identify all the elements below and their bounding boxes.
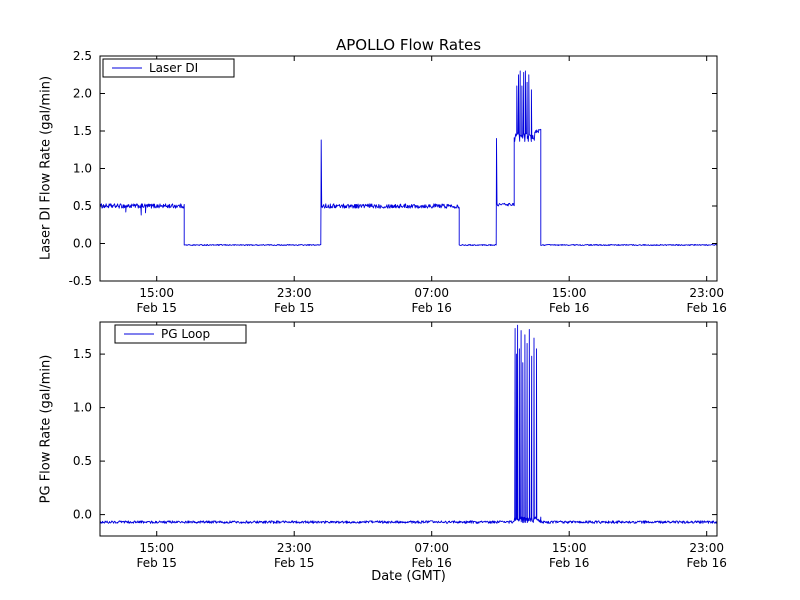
y-tick-label: 2.5: [73, 49, 92, 63]
y-tick-label: 0.5: [73, 199, 92, 213]
series-line-0: [99, 70, 718, 246]
x-tick-time-label: 23:00: [689, 286, 724, 300]
x-tick-time-label: 15:00: [552, 541, 587, 555]
figure-title: APOLLO Flow Rates: [335, 36, 482, 54]
legend-label: PG Loop: [161, 327, 210, 341]
x-tick-time-label: 23:00: [277, 541, 312, 555]
y-tick-label: 1.5: [73, 347, 92, 361]
x-tick-date-label: Feb 15: [137, 556, 177, 570]
x-tick-date-label: Feb 16: [549, 301, 589, 315]
x-tick-time-label: 15:00: [139, 286, 174, 300]
x-tick-time-label: 07:00: [414, 541, 449, 555]
y-tick-label: 0.5: [73, 454, 92, 468]
legend-box: [114, 324, 247, 344]
y-tick-label: -0.5: [69, 274, 92, 288]
x-tick-time-label: 23:00: [689, 541, 724, 555]
x-tick-time-label: 15:00: [552, 286, 587, 300]
x-tick-date-label: Feb 16: [412, 301, 452, 315]
x-tick-date-label: Feb 15: [274, 556, 314, 570]
x-tick-time-label: 15:00: [139, 541, 174, 555]
x-tick-date-label: Feb 15: [137, 301, 177, 315]
x-axis-label: Date (GMT): [371, 569, 446, 584]
y-tick-label: 0.0: [73, 508, 92, 522]
x-tick-date-label: Feb 16: [549, 556, 589, 570]
y-tick-label: 2.0: [73, 87, 92, 101]
y-tick-label: 0.0: [73, 237, 92, 251]
x-tick-time-label: 23:00: [277, 286, 312, 300]
x-tick-date-label: Feb 16: [687, 301, 727, 315]
x-tick-date-label: Feb 15: [274, 301, 314, 315]
x-tick-date-label: Feb 16: [412, 556, 452, 570]
y-tick-label: 1.0: [73, 162, 92, 176]
x-tick-date-label: Feb 16: [687, 556, 727, 570]
series-line-1: [99, 324, 718, 524]
legend-label: Laser DI: [149, 61, 198, 75]
x-tick-time-label: 07:00: [414, 286, 449, 300]
y-tick-label: 1.0: [73, 401, 92, 415]
y-tick-label: 1.5: [73, 124, 92, 138]
legend-box: [102, 58, 235, 78]
axes-frame: [99, 321, 718, 537]
axes-frame: [99, 55, 718, 282]
